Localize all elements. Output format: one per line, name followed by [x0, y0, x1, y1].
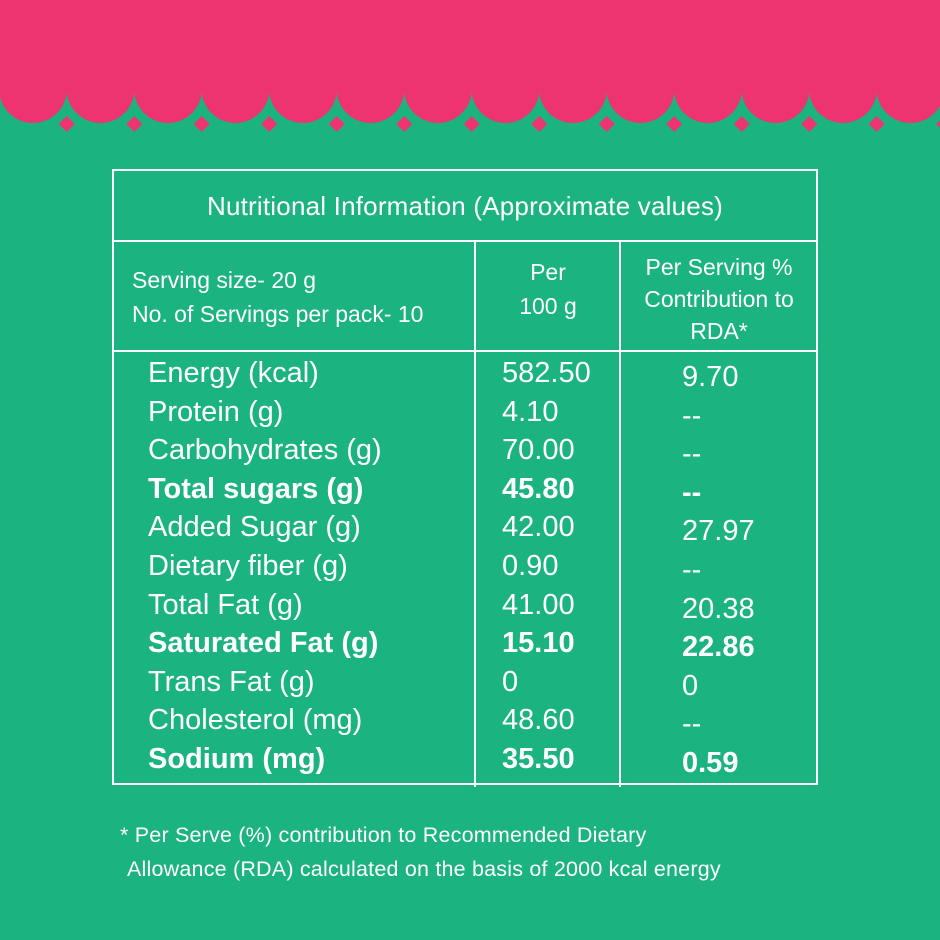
- value-per-100g: 48.60: [502, 704, 575, 737]
- scallop: [674, 55, 742, 123]
- diamond-ornament: [868, 116, 885, 132]
- scallop: [539, 55, 607, 123]
- nutrient-label: Sodium (mg): [148, 742, 326, 775]
- diamond-ornament: [936, 120, 940, 128]
- value-rda: 20.38: [682, 592, 755, 625]
- diamond-ornament: [666, 116, 683, 132]
- nutrient-label: Total sugars (g): [148, 472, 364, 505]
- column-header-per-100g: Per 100 g: [476, 255, 620, 323]
- header-divider: [114, 350, 816, 352]
- value-rda: 9.70: [682, 361, 739, 393]
- diamond-ornament: [193, 116, 210, 132]
- table-row: Cholesterol (mg) 48.60 --: [114, 702, 816, 741]
- value-per-100g: 582.50: [502, 357, 591, 389]
- column-header-per-100g-line2: 100 g: [519, 293, 577, 319]
- title-divider: [114, 240, 816, 242]
- diamond-ornament: [801, 116, 818, 132]
- table-row: Added Sugar (g) 42.00 27.97: [114, 509, 816, 548]
- diamond-ornament: [58, 116, 75, 132]
- scallop: [809, 55, 877, 123]
- value-per-100g: 35.50: [502, 742, 575, 775]
- value-per-100g: 4.10: [502, 395, 559, 428]
- diamond-ornament: [261, 116, 278, 132]
- footnote-line-2: Allowance (RDA) calculated on the basis …: [127, 857, 721, 881]
- column-header-rda-line1: Per Serving %: [645, 254, 793, 280]
- diamond-ornament: [463, 116, 480, 132]
- serving-size: Serving size- 20 g: [132, 267, 317, 293]
- value-per-100g: 15.10: [502, 627, 575, 660]
- column-header-rda: Per Serving % Contribution to RDA*: [621, 251, 817, 347]
- table-row: Energy (kcal) 582.50 9.70: [114, 355, 816, 394]
- nutrition-table: Nutritional Information (Approximate val…: [112, 169, 818, 787]
- table-title: Nutritional Information (Approximate val…: [206, 191, 724, 221]
- value-rda: --: [682, 476, 702, 509]
- column-header-rda-line2: Contribution to: [644, 286, 794, 312]
- diamond-ornament: [531, 116, 548, 132]
- nutrient-label: Dietary fiber (g): [148, 549, 348, 582]
- diamond-ornament: [328, 116, 345, 132]
- table-row: Total sugars (g) 45.80 --: [114, 471, 816, 510]
- nutrient-label: Energy (kcal): [148, 357, 319, 389]
- table-row: Sodium (mg) 35.50 0.59: [114, 741, 816, 780]
- diamond-ornament: [396, 116, 413, 132]
- table-row: Carbohydrates (g) 70.00 --: [114, 432, 816, 471]
- value-per-100g: 0: [502, 665, 519, 698]
- column-header-rda-line3: RDA*: [690, 318, 748, 344]
- value-rda: --: [682, 399, 702, 432]
- scallop: [134, 55, 202, 123]
- diamond-ornament: [126, 116, 143, 132]
- scallop: [471, 55, 540, 123]
- nutrient-label: Trans Fat (g): [148, 665, 315, 698]
- value-rda: 0: [682, 669, 699, 702]
- column-divider-2: [619, 242, 621, 787]
- scalloped-top-band: [0, 0, 940, 132]
- scallop: [66, 55, 135, 123]
- value-per-100g: 42.00: [502, 511, 575, 544]
- value-per-100g: 70.00: [502, 434, 575, 467]
- nutrient-label: Total Fat (g): [148, 588, 303, 621]
- table-row: Dietary fiber (g) 0.90 --: [114, 548, 816, 587]
- table-row: Protein (g) 4.10 --: [114, 394, 816, 433]
- value-rda: --: [682, 438, 702, 471]
- rda-footnote: * Per Serve (%) contribution to Recommen…: [120, 818, 721, 886]
- value-rda: --: [682, 708, 702, 741]
- scallop: [876, 55, 940, 123]
- scallop: [606, 55, 675, 123]
- value-per-100g: 41.00: [502, 588, 575, 621]
- nutrient-label: Carbohydrates (g): [148, 434, 382, 467]
- scallop: [404, 55, 472, 123]
- nutrient-label: Saturated Fat (g): [148, 627, 379, 660]
- table-row: Total Fat (g) 41.00 20.38: [114, 587, 816, 626]
- nutrient-label: Protein (g): [148, 395, 284, 428]
- value-per-100g: 45.80: [502, 472, 575, 505]
- scallop: [336, 55, 405, 123]
- value-rda: 27.97: [682, 515, 755, 548]
- nutrient-rows: Energy (kcal) 582.50 9.70 Protein (g) 4.…: [114, 355, 816, 780]
- nutrient-label: Cholesterol (mg): [148, 704, 363, 737]
- value-per-100g: 0.90: [502, 549, 559, 582]
- serving-info: Serving size- 20 g No. of Servings per p…: [132, 263, 423, 331]
- footnote-line-1: * Per Serve (%) contribution to Recommen…: [120, 823, 647, 847]
- scallop: [741, 55, 810, 123]
- nutrient-label: Added Sugar (g): [148, 511, 361, 544]
- scallop: [0, 55, 67, 123]
- scallop: [269, 55, 337, 123]
- scallop: [201, 55, 270, 123]
- table-row: Trans Fat (g) 0 0: [114, 664, 816, 703]
- diamond-ornament: [733, 116, 750, 132]
- column-header-per-100g-line1: Per: [530, 259, 566, 285]
- value-rda: --: [682, 553, 702, 586]
- table-row: Saturated Fat (g) 15.10 22.86: [114, 625, 816, 664]
- value-rda: 22.86: [682, 631, 755, 664]
- diamond-ornament: [598, 116, 615, 132]
- value-rda: 0.59: [682, 746, 739, 779]
- servings-per-pack: No. of Servings per pack- 10: [132, 301, 424, 327]
- column-divider-1: [474, 242, 476, 787]
